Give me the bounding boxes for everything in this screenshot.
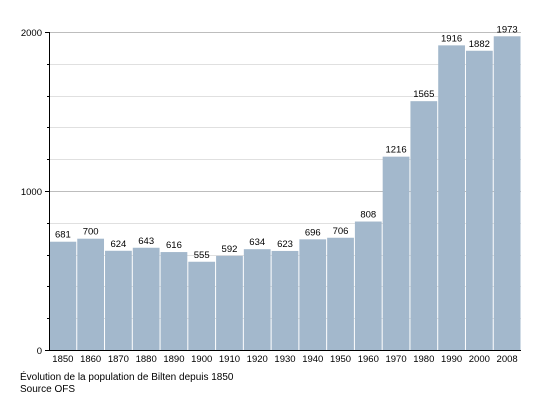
x-tick-label: 1910 [219, 354, 240, 365]
x-tick-label: 2000 [469, 354, 490, 365]
y-tick-labels: 0 1000 2000 [21, 28, 42, 357]
value-label: 623 [277, 239, 293, 250]
bar-1890 [160, 252, 188, 350]
value-label: 624 [110, 239, 126, 250]
x-tick-label: 2008 [497, 354, 518, 365]
x-tick-label: 1870 [108, 354, 129, 365]
value-label: 1882 [469, 39, 490, 50]
bar-1930 [271, 250, 299, 350]
bar-1900 [188, 261, 216, 350]
axes [45, 32, 521, 351]
x-tick-label: 1920 [247, 354, 268, 365]
value-label: 700 [83, 227, 99, 238]
bar-1910 [216, 255, 243, 350]
x-tick-label: 1860 [80, 354, 101, 365]
bar-1980 [410, 101, 438, 350]
value-label: 681 [55, 230, 71, 241]
x-tick-label: 1960 [358, 354, 379, 365]
bar-1990 [438, 45, 465, 351]
bar-1940 [299, 239, 327, 350]
value-label: 555 [194, 250, 210, 261]
x-tick-label: 1940 [302, 354, 323, 365]
bar-1850 [49, 241, 77, 350]
chart-source: Source OFS [20, 384, 76, 395]
y-tick-label: 2000 [21, 28, 42, 39]
value-label: 1973 [497, 24, 518, 35]
value-label: 592 [222, 244, 238, 255]
bar-1880 [132, 247, 160, 350]
bar-1960 [354, 221, 382, 350]
x-tick-label: 1850 [52, 354, 73, 365]
x-tick-label: 1970 [385, 354, 406, 365]
value-label: 1916 [441, 33, 462, 44]
bar-1920 [243, 249, 271, 350]
x-tick-label: 1950 [330, 354, 351, 365]
x-tick-label: 1900 [191, 354, 212, 365]
value-label: 696 [305, 227, 321, 238]
value-label: 616 [166, 240, 182, 251]
value-labels: 681 700 624 643 616 555 592 634 623 696 706 808 1216… [55, 24, 518, 260]
chart-caption: Évolution de la population de Bilten dep… [20, 372, 234, 383]
value-label: 706 [333, 226, 349, 237]
bars [49, 36, 521, 351]
y-tick-label: 1000 [21, 187, 42, 198]
bar-2008 [493, 36, 521, 350]
x-tick-label: 1990 [441, 354, 462, 365]
bar-2000 [465, 50, 493, 350]
value-label: 634 [249, 237, 265, 248]
bar-1870 [105, 250, 132, 350]
bar-1950 [327, 237, 354, 350]
bar-1970 [382, 156, 410, 350]
y-tick-label: 0 [37, 346, 42, 357]
value-label: 1216 [385, 145, 406, 156]
value-label: 643 [138, 236, 154, 247]
bar-1860 [77, 238, 105, 350]
x-tick-label: 1880 [136, 354, 157, 365]
x-tick-label: 1930 [274, 354, 295, 365]
value-label: 808 [360, 210, 376, 221]
x-tick-label: 1890 [163, 354, 184, 365]
x-tick-label: 1980 [413, 354, 434, 365]
value-label: 1565 [413, 89, 434, 100]
x-tick-labels: 1850 1860 1870 1880 1890 1900 1910 1920 1930 1940… [52, 354, 517, 365]
